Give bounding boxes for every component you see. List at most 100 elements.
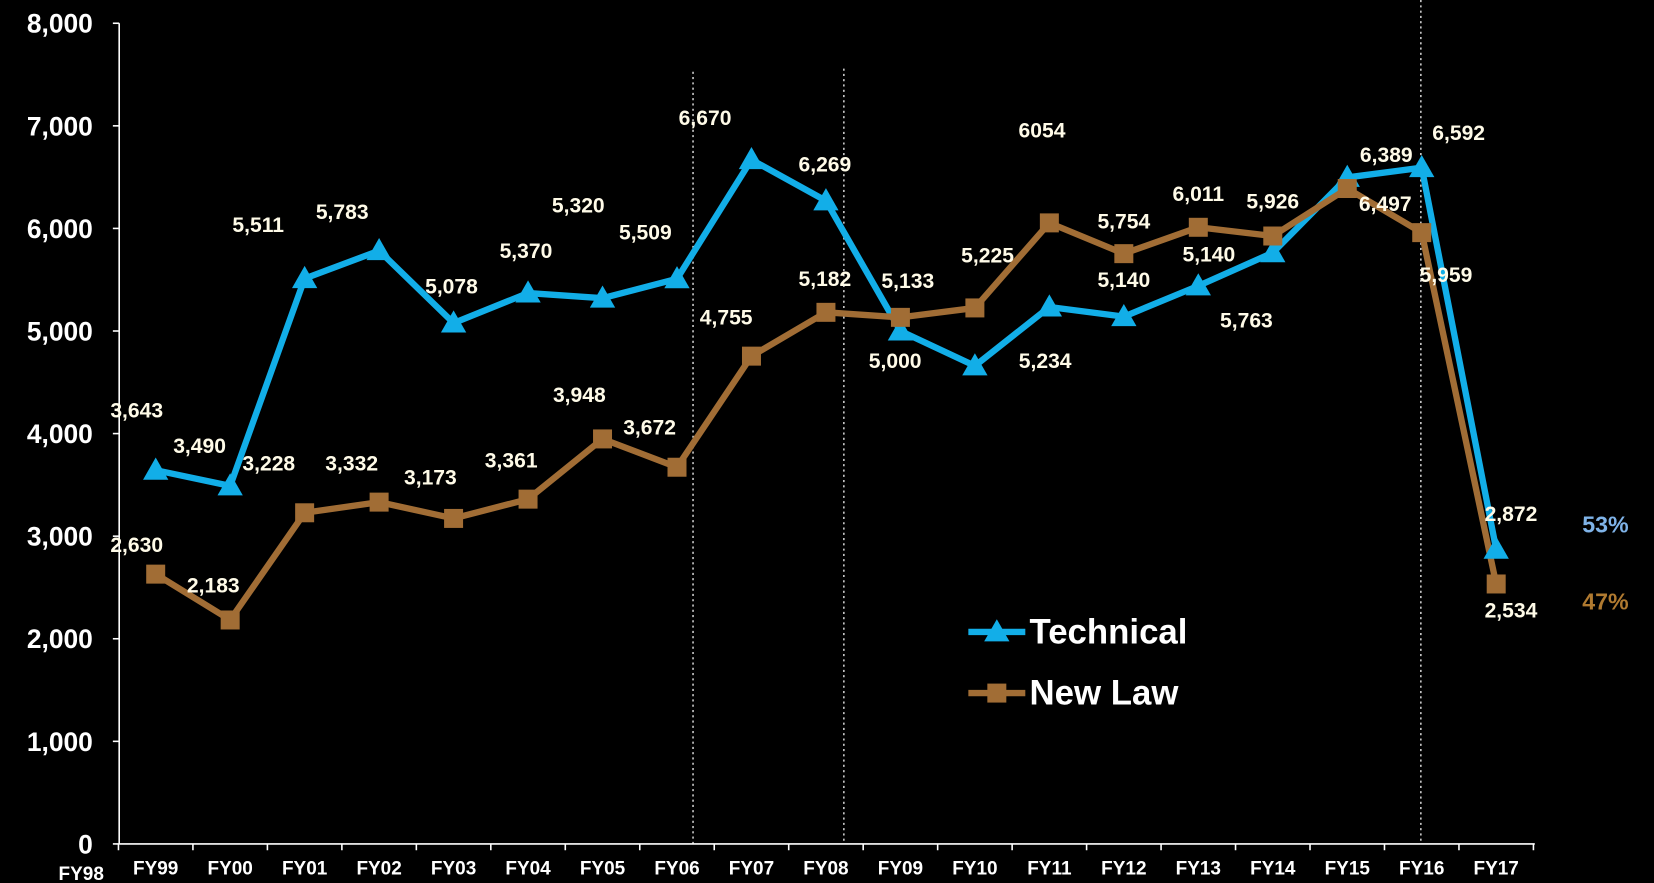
data-label: 2,630 [110, 534, 163, 557]
series-line [154, 185, 1500, 624]
data-label: 5,133 [881, 270, 934, 293]
x-tick-label: FY98 [59, 864, 104, 883]
x-tick-label: FY10 [952, 859, 997, 880]
y-tick-label: 4,000 [27, 419, 93, 449]
data-point [887, 318, 914, 341]
data-label: 3,361 [485, 449, 538, 472]
x-tick-label: FY15 [1325, 859, 1371, 880]
data-point [593, 429, 613, 449]
data-point [295, 503, 315, 523]
data-label: 6,269 [799, 153, 852, 176]
x-tick-label: FY99 [133, 859, 178, 880]
legend-label: New Law [1030, 674, 1180, 713]
data-point [589, 285, 616, 308]
data-point [143, 457, 169, 480]
data-point [146, 564, 166, 584]
data-label: 5,763 [1220, 310, 1273, 333]
data-label: 5,000 [869, 350, 922, 373]
y-tick-label: 6,000 [27, 214, 93, 244]
data-label: 5,182 [799, 268, 852, 291]
data-label: 6054 [1019, 119, 1066, 142]
x-tick-label: FY13 [1176, 859, 1221, 880]
x-tick-label: FY03 [431, 859, 476, 880]
data-point [217, 473, 243, 496]
data-label: 3,948 [553, 384, 606, 407]
data-label: 3,173 [404, 467, 457, 490]
x-tick-label: FY01 [282, 859, 328, 880]
data-point [1185, 273, 1211, 296]
legend-label: Technical [1030, 613, 1188, 652]
data-point [1409, 155, 1435, 178]
y-tick-label: 0 [78, 829, 93, 859]
x-tick-label: FY02 [356, 859, 401, 880]
data-label: 5,959 [1420, 264, 1473, 287]
x-tick-label: FY08 [803, 859, 848, 880]
x-tick-label: FY05 [580, 859, 626, 880]
data-label: 5,511 [232, 214, 284, 237]
annotation: 5,140 [1182, 244, 1235, 267]
x-tick-label: FY17 [1474, 859, 1519, 880]
data-label: 2,183 [187, 575, 240, 598]
data-label: 5,234 [1019, 350, 1072, 373]
data-label: 5,926 [1246, 191, 1299, 214]
y-tick-label: 8,000 [27, 9, 93, 39]
data-label: 5,509 [619, 222, 672, 245]
y-tick-label: 3,000 [27, 522, 93, 552]
data-point [1483, 536, 1509, 559]
data-label: 4,755 [700, 306, 753, 329]
data-point [1036, 294, 1063, 317]
data-point [515, 280, 541, 303]
x-tick-label: FY16 [1399, 859, 1444, 880]
data-label: 5,754 [1097, 210, 1150, 233]
data-point [1039, 213, 1059, 233]
annotation: 47% [1582, 589, 1628, 615]
data-point [1111, 303, 1137, 327]
data-label: 6,389 [1360, 144, 1413, 167]
data-label: 6,670 [679, 107, 732, 130]
x-tick-label: FY00 [207, 859, 252, 880]
data-label: 5,140 [1097, 269, 1150, 292]
data-point [220, 610, 240, 630]
data-point [816, 302, 836, 322]
x-tick-label: FY04 [505, 859, 551, 880]
data-label: 2,872 [1485, 503, 1538, 526]
data-label: 6,592 [1432, 122, 1485, 145]
data-point [1260, 240, 1286, 263]
x-tick-label: FY06 [654, 859, 699, 880]
legend-marker [987, 683, 1007, 703]
annotation: 53% [1582, 512, 1628, 538]
data-label: 5,225 [961, 245, 1014, 268]
data-label: 5,320 [552, 195, 605, 218]
y-tick-label: 1,000 [27, 727, 93, 757]
data-label: 6,011 [1173, 183, 1225, 206]
data-label: 5,370 [500, 240, 553, 263]
data-label: 6,497 [1359, 193, 1412, 216]
data-point [1486, 574, 1506, 594]
data-label: 3,490 [173, 435, 226, 458]
data-label: 3,228 [242, 453, 295, 476]
data-point [369, 492, 389, 512]
data-point [1337, 179, 1357, 199]
data-point [291, 265, 318, 289]
legend-marker [984, 619, 1010, 642]
data-point [1263, 226, 1283, 246]
data-label: 5,783 [316, 201, 369, 224]
y-tick-label: 2,000 [27, 624, 93, 654]
data-point [965, 298, 985, 318]
x-tick-label: FY07 [729, 859, 774, 880]
data-point [667, 457, 687, 477]
data-point [813, 188, 839, 211]
y-tick-label: 7,000 [27, 111, 93, 141]
data-label: 2,534 [1485, 600, 1538, 623]
y-tick-label: 5,000 [27, 316, 93, 346]
x-tick-label: FY12 [1101, 859, 1146, 880]
data-label: 3,672 [623, 417, 676, 440]
data-point [1114, 244, 1134, 264]
data-label: 3,643 [110, 399, 163, 422]
data-point [664, 266, 690, 289]
data-point [366, 238, 392, 261]
data-point [444, 508, 464, 528]
x-tick-label: FY14 [1250, 859, 1296, 880]
